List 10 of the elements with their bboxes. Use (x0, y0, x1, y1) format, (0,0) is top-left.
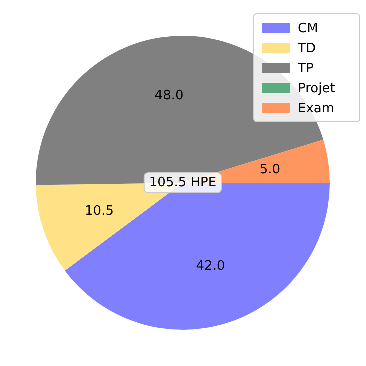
legend-label: Exam (298, 101, 335, 116)
legend-label: Projet (298, 81, 336, 96)
data-label: 10.5 (85, 204, 114, 219)
text: 105.5 HPE (149, 175, 217, 190)
data-label: 5.0 (260, 162, 281, 178)
data-label: 48.0 (154, 88, 184, 104)
legend-label: CM (298, 21, 318, 36)
legend-label: TP (297, 61, 314, 76)
data-label: 42.0 (196, 259, 226, 274)
legend-label: TD (297, 41, 316, 56)
